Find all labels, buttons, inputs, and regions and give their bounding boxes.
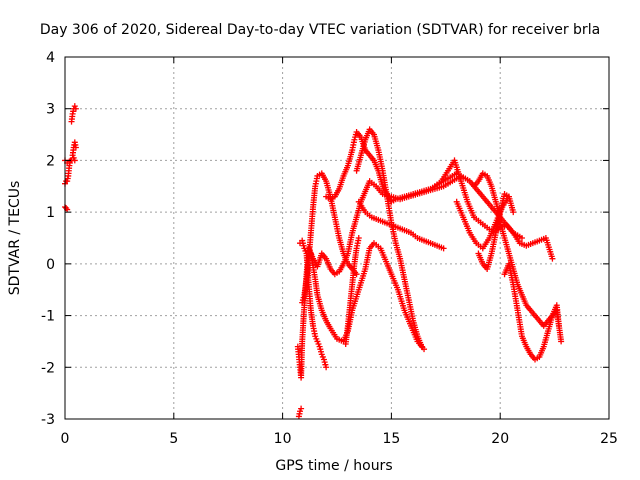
grid-lines [65,57,609,419]
y-tick-label: -3 [41,412,55,428]
x-tick-label: 25 [600,431,618,447]
x-tick-label: 5 [169,431,178,447]
y-tick-label: -1 [41,309,55,325]
data-point [518,235,525,241]
data-point [558,338,565,345]
data-point [555,322,562,329]
x-tick-label: 20 [491,431,509,447]
data-point [71,157,78,164]
data-point [418,343,425,350]
y-tick-label: 0 [46,257,55,273]
y-tick-label: -2 [41,360,55,376]
x-tick-label: 15 [382,431,400,447]
data-point [440,245,447,252]
data-point [549,255,556,262]
data-point [355,235,362,241]
x-tick-label: 0 [61,431,70,447]
data-point [510,209,517,216]
y-tick-label: 3 [46,102,55,118]
chart-title: Day 306 of 2020, Sidereal Day-to-day VTE… [40,22,600,38]
data-point [72,144,79,151]
data-point [298,405,305,412]
y-axis-label: SDTVAR / TECUs [7,181,23,296]
y-tick-label: 2 [46,153,55,169]
y-tick-label: 4 [46,50,55,66]
axis-ticks [64,56,610,420]
tick-labels: 0 5 10 15 20 25 -3 -2 -1 0 1 2 3 4 [41,50,618,447]
x-axis-label: GPS time / hours [275,458,392,474]
data-points [62,103,565,420]
y-tick-label: 1 [46,205,55,221]
data-point [323,364,330,371]
data-point [72,105,79,112]
data-point [353,271,360,278]
x-tick-label: 10 [274,431,292,447]
plot-frame [64,56,610,420]
